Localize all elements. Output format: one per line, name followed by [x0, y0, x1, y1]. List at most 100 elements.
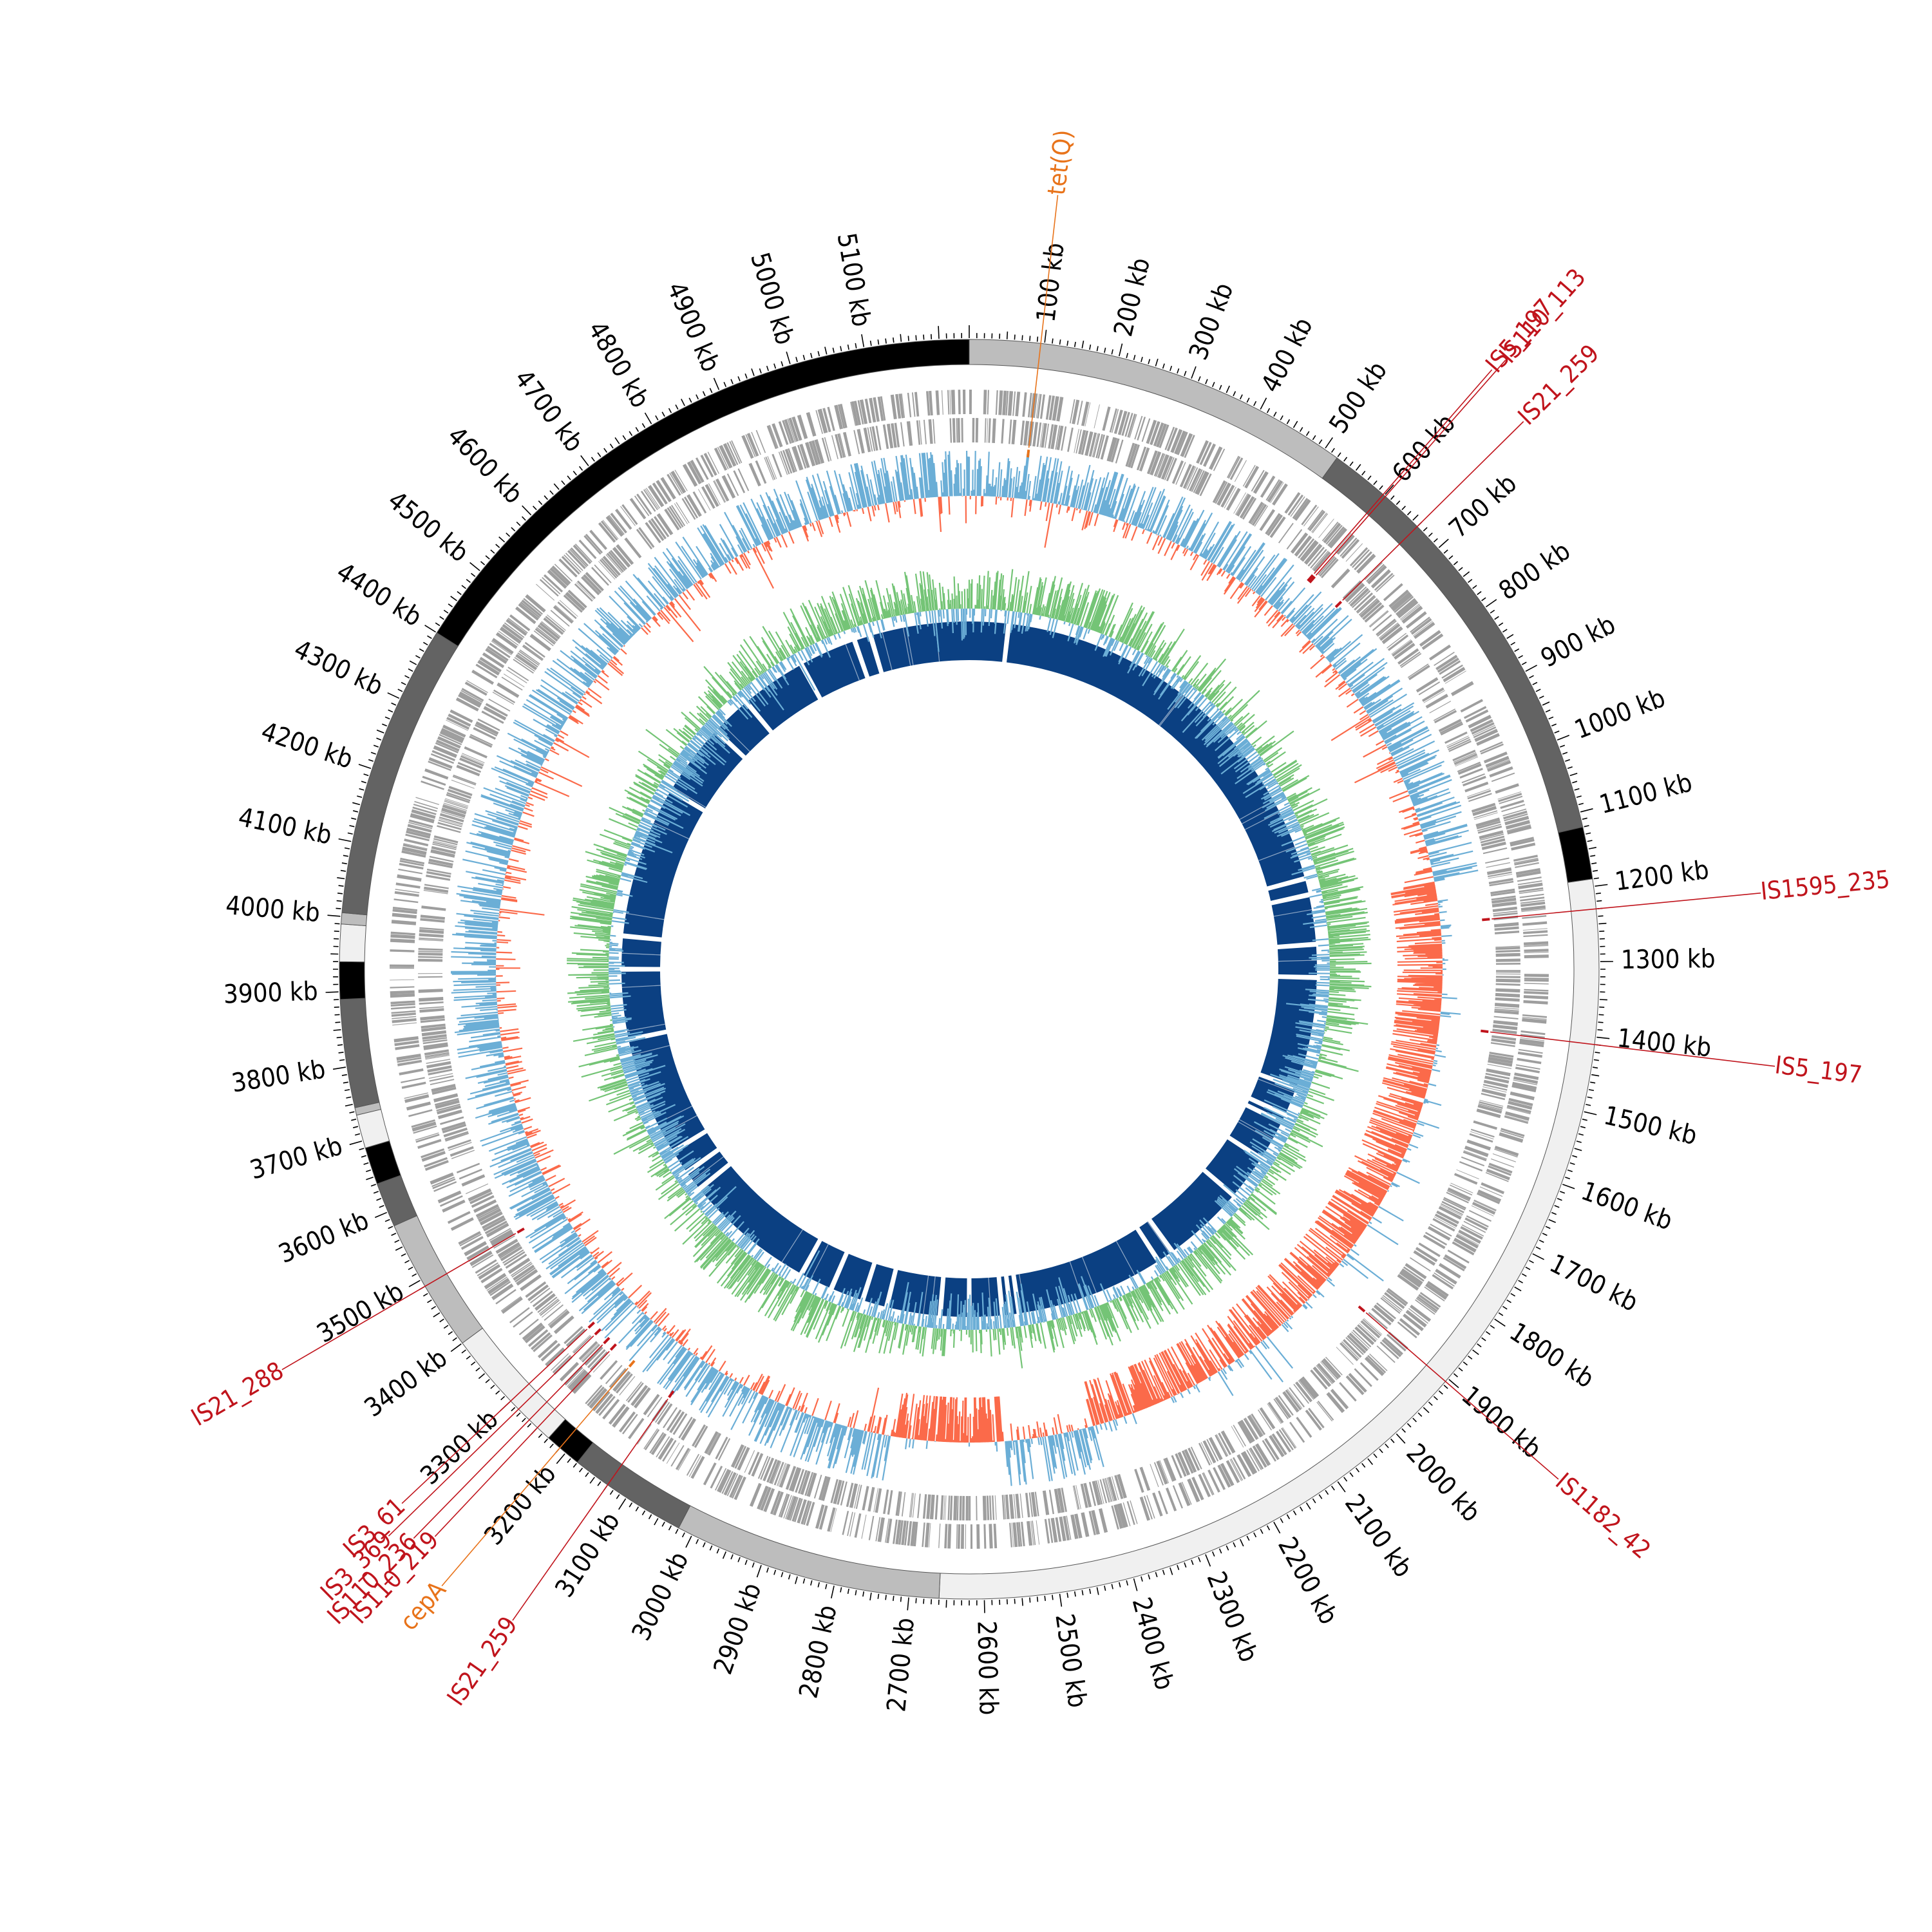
tick-label: 400 kb [1256, 313, 1319, 397]
gc-content-negative [608, 608, 1331, 1331]
contig-segment-19 [436, 339, 970, 647]
gc-skew-positive [450, 450, 1479, 1486]
tick-label: 3900 kb [223, 976, 318, 1009]
tick-label: 3700 kb [247, 1132, 346, 1186]
contig-segment-12 [356, 1108, 390, 1149]
annotation-mark [516, 1227, 525, 1234]
contig-segment-16 [339, 923, 366, 963]
contig-segment-9 [393, 1215, 484, 1344]
gc-skew-track [450, 450, 1479, 1486]
contig-segment-4 [938, 878, 1600, 1600]
tick-label: 4100 kb [236, 802, 334, 851]
tick-label: 1700 kb [1545, 1249, 1643, 1318]
annotation-leader [1492, 892, 1761, 920]
tick-label: 2000 kb [1400, 1438, 1486, 1528]
tick-label: 1300 kb [1621, 944, 1716, 975]
tick-label: 4800 kb [582, 316, 656, 413]
tick-label: 1100 kb [1596, 768, 1696, 820]
cds-forward-strand [389, 390, 1549, 1549]
annotation-leader [1028, 194, 1059, 448]
scale-ticks [325, 325, 1613, 1613]
gc-content-positive [567, 569, 1372, 1368]
annotation-leader [281, 1233, 516, 1370]
tick-label: 3500 kb [312, 1276, 409, 1349]
annotation-mark [1482, 918, 1490, 922]
annotation-mark [668, 1390, 675, 1398]
annotation-mark [1307, 574, 1314, 582]
contig-segment-6 [576, 1442, 691, 1529]
annotation-label: IS21_288 [186, 1356, 288, 1432]
cds-track [389, 390, 1549, 1549]
annotation-label: IS1595_235 [1759, 865, 1891, 905]
annotation-label: IS5_197 [1774, 1050, 1864, 1089]
tick-label: 3400 kb [359, 1343, 453, 1423]
tick-label: 5100 kb [831, 231, 876, 328]
annotation-leader [1342, 421, 1524, 601]
tick-label: 4700 kb [508, 365, 589, 458]
tick-label: 2800 kb [793, 1602, 842, 1701]
contig-segment-14 [339, 998, 380, 1108]
tick-label: 300 kb [1184, 279, 1240, 364]
tick-label: 4900 kb [661, 278, 725, 376]
annotation-label: IS1182_42 [1550, 1467, 1656, 1564]
tick-label: 2100 kb [1339, 1489, 1418, 1583]
annotation-leader [388, 1335, 594, 1537]
contig-segment-10 [376, 1175, 418, 1227]
tick-label: 3000 kb [627, 1548, 695, 1645]
annotation-leader [512, 1398, 668, 1621]
tick-label: 1000 kb [1571, 683, 1669, 745]
tick-label: 700 kb [1443, 469, 1522, 544]
annotation-leader [1490, 1031, 1776, 1067]
tick-label: 3100 kb [549, 1507, 625, 1602]
tick-label: 2700 kb [882, 1616, 920, 1713]
annotation-mark [587, 1321, 595, 1329]
annotation-label: IS21_259 [441, 1611, 523, 1710]
tick-label: 1500 kb [1601, 1101, 1700, 1151]
tick-label: 500 kb [1323, 356, 1393, 439]
tick-label: 2200 kb [1272, 1532, 1343, 1629]
tick-label: 2900 kb [708, 1579, 768, 1678]
annotation-leader [1315, 359, 1506, 576]
annotation-label: tet(Q) [1042, 128, 1077, 196]
tick-label: 2600 kb [971, 1620, 1003, 1716]
tick-marks [325, 325, 1613, 1613]
tick-label: 2500 kb [1049, 1612, 1092, 1710]
annotation-leader [401, 1329, 588, 1504]
annotation-mark [609, 1343, 617, 1351]
contig-segment-11 [365, 1140, 401, 1184]
tick-label: 4400 kb [331, 557, 427, 632]
tick-label: 3800 kb [230, 1054, 328, 1098]
annotation-mark [603, 1337, 611, 1345]
tick-label: 2300 kb [1200, 1567, 1264, 1666]
annotation-leader [434, 1350, 610, 1537]
tick-label: 900 kb [1536, 610, 1620, 674]
annotation-mark [1334, 600, 1343, 609]
annotation-leader [1313, 369, 1493, 574]
tick-label: 4000 kb [225, 891, 321, 928]
tick-label: 5000 kb [744, 249, 800, 348]
annotation-leader [1365, 1312, 1559, 1480]
contig-ring [339, 339, 1600, 1600]
annotation-leader [441, 1367, 629, 1587]
annotation-mark [1481, 1029, 1489, 1034]
annotation-mark [1358, 1305, 1366, 1312]
annotation-mark [628, 1359, 636, 1368]
annotation-marks [516, 450, 1490, 1398]
tick-label: 1600 kb [1577, 1176, 1676, 1236]
tick-label: 4600 kb [441, 421, 528, 510]
contig-segment-15 [339, 961, 366, 1000]
tick-label: 1200 kb [1613, 855, 1710, 897]
tick-label: 4500 kb [382, 486, 474, 568]
tick-label: 1800 kb [1504, 1317, 1600, 1394]
tick-label: 200 kb [1108, 255, 1156, 339]
annotation-leader [413, 1344, 603, 1539]
tick-label: 4200 kb [258, 717, 357, 775]
tick-label: 1900 kb [1455, 1381, 1546, 1464]
gc-content-track [567, 569, 1372, 1368]
annotation-mark [594, 1328, 601, 1336]
tick-label: 800 kb [1493, 536, 1576, 606]
tick-label: 2400 kb [1126, 1594, 1180, 1693]
gc-skew-negative [495, 495, 1443, 1443]
tick-label: 3600 kb [274, 1206, 373, 1269]
